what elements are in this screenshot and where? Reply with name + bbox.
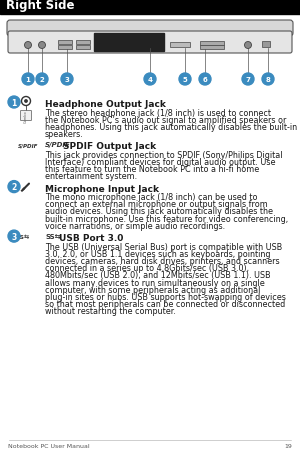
- Bar: [170, 43, 190, 48]
- Circle shape: [144, 74, 156, 86]
- Text: S/PDIF: S/PDIF: [45, 142, 71, 148]
- Circle shape: [179, 74, 191, 86]
- Text: 19: 19: [284, 443, 292, 448]
- Text: headphones. Using this jack automatically disables the built-in: headphones. Using this jack automaticall…: [45, 123, 297, 132]
- Bar: [0, 0, 300, 15]
- Bar: [76, 41, 90, 45]
- Circle shape: [8, 230, 20, 243]
- Text: 2: 2: [11, 183, 16, 192]
- Text: built-in microphone. Use this feature for video conferencing,: built-in microphone. Use this feature fo…: [45, 214, 288, 223]
- Text: connected in a series up to 4.8Gbits/sec (USB 3.0),: connected in a series up to 4.8Gbits/sec…: [45, 264, 249, 272]
- Text: 1: 1: [11, 98, 16, 107]
- Text: allows many devices to run simultaneously on a single: allows many devices to run simultaneousl…: [45, 278, 265, 287]
- Circle shape: [25, 42, 32, 50]
- Circle shape: [8, 97, 20, 109]
- Circle shape: [38, 42, 46, 50]
- Circle shape: [242, 74, 254, 86]
- Circle shape: [25, 101, 27, 103]
- Text: devices, cameras, hard disk drives, printers, and scanners: devices, cameras, hard disk drives, prin…: [45, 257, 280, 265]
- Text: Headphone Output Jack: Headphone Output Jack: [45, 100, 166, 109]
- Text: SS⇆: SS⇆: [16, 235, 30, 239]
- Circle shape: [244, 42, 251, 50]
- Text: the Notebook PC’s audio out signal to amplified speakers or: the Notebook PC’s audio out signal to am…: [45, 115, 286, 124]
- Bar: [94, 34, 164, 52]
- Text: without restarting the computer.: without restarting the computer.: [45, 307, 176, 316]
- Circle shape: [36, 74, 48, 86]
- Text: audio devices. Using this jack automatically disables the: audio devices. Using this jack automatic…: [45, 207, 273, 216]
- Text: 7: 7: [246, 77, 250, 83]
- Circle shape: [8, 181, 20, 193]
- Text: Right Side: Right Side: [6, 0, 74, 11]
- Text: this feature to turn the Notebook PC into a hi-fi home: this feature to turn the Notebook PC int…: [45, 165, 259, 174]
- Bar: [200, 46, 224, 50]
- Text: 3: 3: [11, 232, 16, 241]
- Text: 8: 8: [266, 77, 270, 83]
- Text: plug-in sites or hubs. USB supports hot-swapping of devices: plug-in sites or hubs. USB supports hot-…: [45, 292, 286, 301]
- FancyBboxPatch shape: [7, 21, 293, 37]
- Text: Combo: Combo: [24, 110, 28, 123]
- Text: so that most peripherals can be connected or disconnected: so that most peripherals can be connecte…: [45, 299, 285, 308]
- Text: 1: 1: [26, 77, 30, 83]
- Text: Interface) compliant devices for digital audio output. Use: Interface) compliant devices for digital…: [45, 158, 275, 166]
- Circle shape: [199, 74, 211, 86]
- Text: 3.0, 2.0, or USB 1.1 devices such as keyboards, pointing: 3.0, 2.0, or USB 1.1 devices such as key…: [45, 249, 271, 258]
- Text: 2: 2: [40, 77, 44, 83]
- Text: The stereo headphone jack (1/8 inch) is used to connect: The stereo headphone jack (1/8 inch) is …: [45, 108, 271, 117]
- Text: speakers.: speakers.: [45, 130, 84, 139]
- Text: 5: 5: [183, 77, 188, 83]
- FancyBboxPatch shape: [8, 32, 292, 54]
- Text: The USB (Universal Serial Bus) port is compatible with USB: The USB (Universal Serial Bus) port is c…: [45, 242, 282, 251]
- Circle shape: [262, 74, 274, 86]
- Bar: [76, 46, 90, 50]
- Text: entertainment system.: entertainment system.: [45, 172, 137, 181]
- Text: The mono microphone jack (1/8 inch) can be used to: The mono microphone jack (1/8 inch) can …: [45, 193, 257, 202]
- Text: 480Mbits/sec (USB 2.0), and 12Mbits/sec (USB 1.1). USB: 480Mbits/sec (USB 2.0), and 12Mbits/sec …: [45, 271, 271, 280]
- Bar: [262, 42, 270, 48]
- Circle shape: [61, 74, 73, 86]
- Text: 3: 3: [64, 77, 69, 83]
- Text: connect an external microphone or output signals from: connect an external microphone or output…: [45, 200, 268, 209]
- Bar: [58, 46, 72, 50]
- Text: SPDIF Output Jack: SPDIF Output Jack: [63, 142, 156, 151]
- Text: This jack provides connection to SPDIF (Sony/Philips Digital: This jack provides connection to SPDIF (…: [45, 151, 283, 160]
- Bar: [200, 42, 224, 46]
- Text: voice narrations, or simple audio recordings.: voice narrations, or simple audio record…: [45, 221, 225, 230]
- Text: 6: 6: [202, 77, 207, 83]
- Bar: [58, 41, 72, 45]
- Text: S/PDIF: S/PDIF: [18, 143, 38, 148]
- Text: 4: 4: [148, 77, 152, 83]
- Text: SS⇆: SS⇆: [45, 234, 61, 239]
- Text: USB Port 3.0: USB Port 3.0: [59, 234, 123, 243]
- FancyBboxPatch shape: [20, 111, 32, 121]
- Text: computer, with some peripherals acting as additional: computer, with some peripherals acting a…: [45, 285, 260, 294]
- Text: Microphone Input Jack: Microphone Input Jack: [45, 184, 159, 193]
- Text: Notebook PC User Manual: Notebook PC User Manual: [8, 443, 90, 448]
- Circle shape: [22, 74, 34, 86]
